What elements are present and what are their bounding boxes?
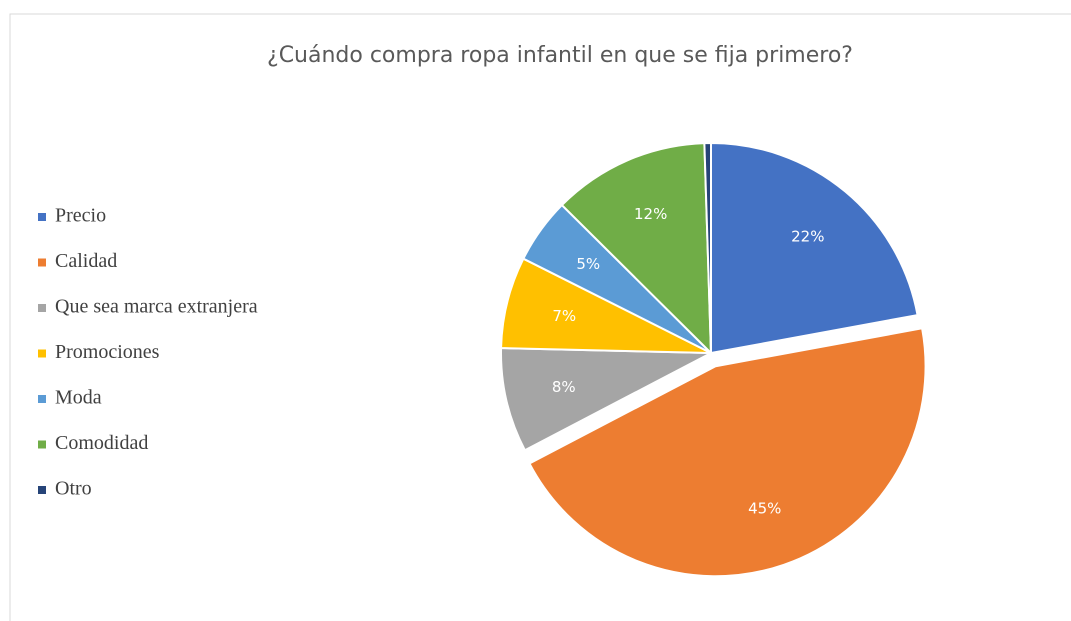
legend: Precio Calidad Que sea marca extranjera Pro… bbox=[38, 205, 258, 500]
chart-title: ¿Cuándo compra ropa infantil en que se f… bbox=[267, 43, 853, 68]
data-label: 7% bbox=[552, 307, 576, 325]
data-label: 22% bbox=[791, 227, 824, 245]
legend-swatch bbox=[38, 440, 46, 449]
legend-swatch bbox=[38, 213, 46, 221]
legend-label: Comodidad bbox=[55, 432, 148, 454]
legend-swatch bbox=[38, 395, 46, 403]
legend-label: Que sea marca extranjera bbox=[55, 296, 258, 318]
pie: 22% 45% 8% 7% 5% 12% bbox=[500, 141, 927, 578]
data-label: 5% bbox=[576, 255, 600, 273]
pie-slice bbox=[703, 141, 712, 354]
legend-swatch bbox=[38, 349, 46, 358]
data-label: 45% bbox=[748, 500, 781, 518]
pie-slice bbox=[710, 141, 919, 355]
pie-slice bbox=[500, 347, 712, 452]
legend-label: Promociones bbox=[55, 341, 160, 363]
legend-label: Moda bbox=[55, 387, 102, 409]
chart-frame bbox=[9, 13, 1071, 621]
legend-label: Precio bbox=[55, 205, 106, 227]
legend-swatch bbox=[38, 304, 46, 312]
data-label: 12% bbox=[634, 205, 667, 223]
pie-slice bbox=[528, 327, 927, 578]
pie-slice bbox=[560, 142, 713, 356]
data-label: 8% bbox=[552, 378, 576, 396]
legend-swatch bbox=[38, 258, 46, 267]
legend-label: Otro bbox=[55, 478, 92, 500]
legend-swatch bbox=[38, 486, 46, 494]
legend-label: Calidad bbox=[55, 250, 117, 272]
